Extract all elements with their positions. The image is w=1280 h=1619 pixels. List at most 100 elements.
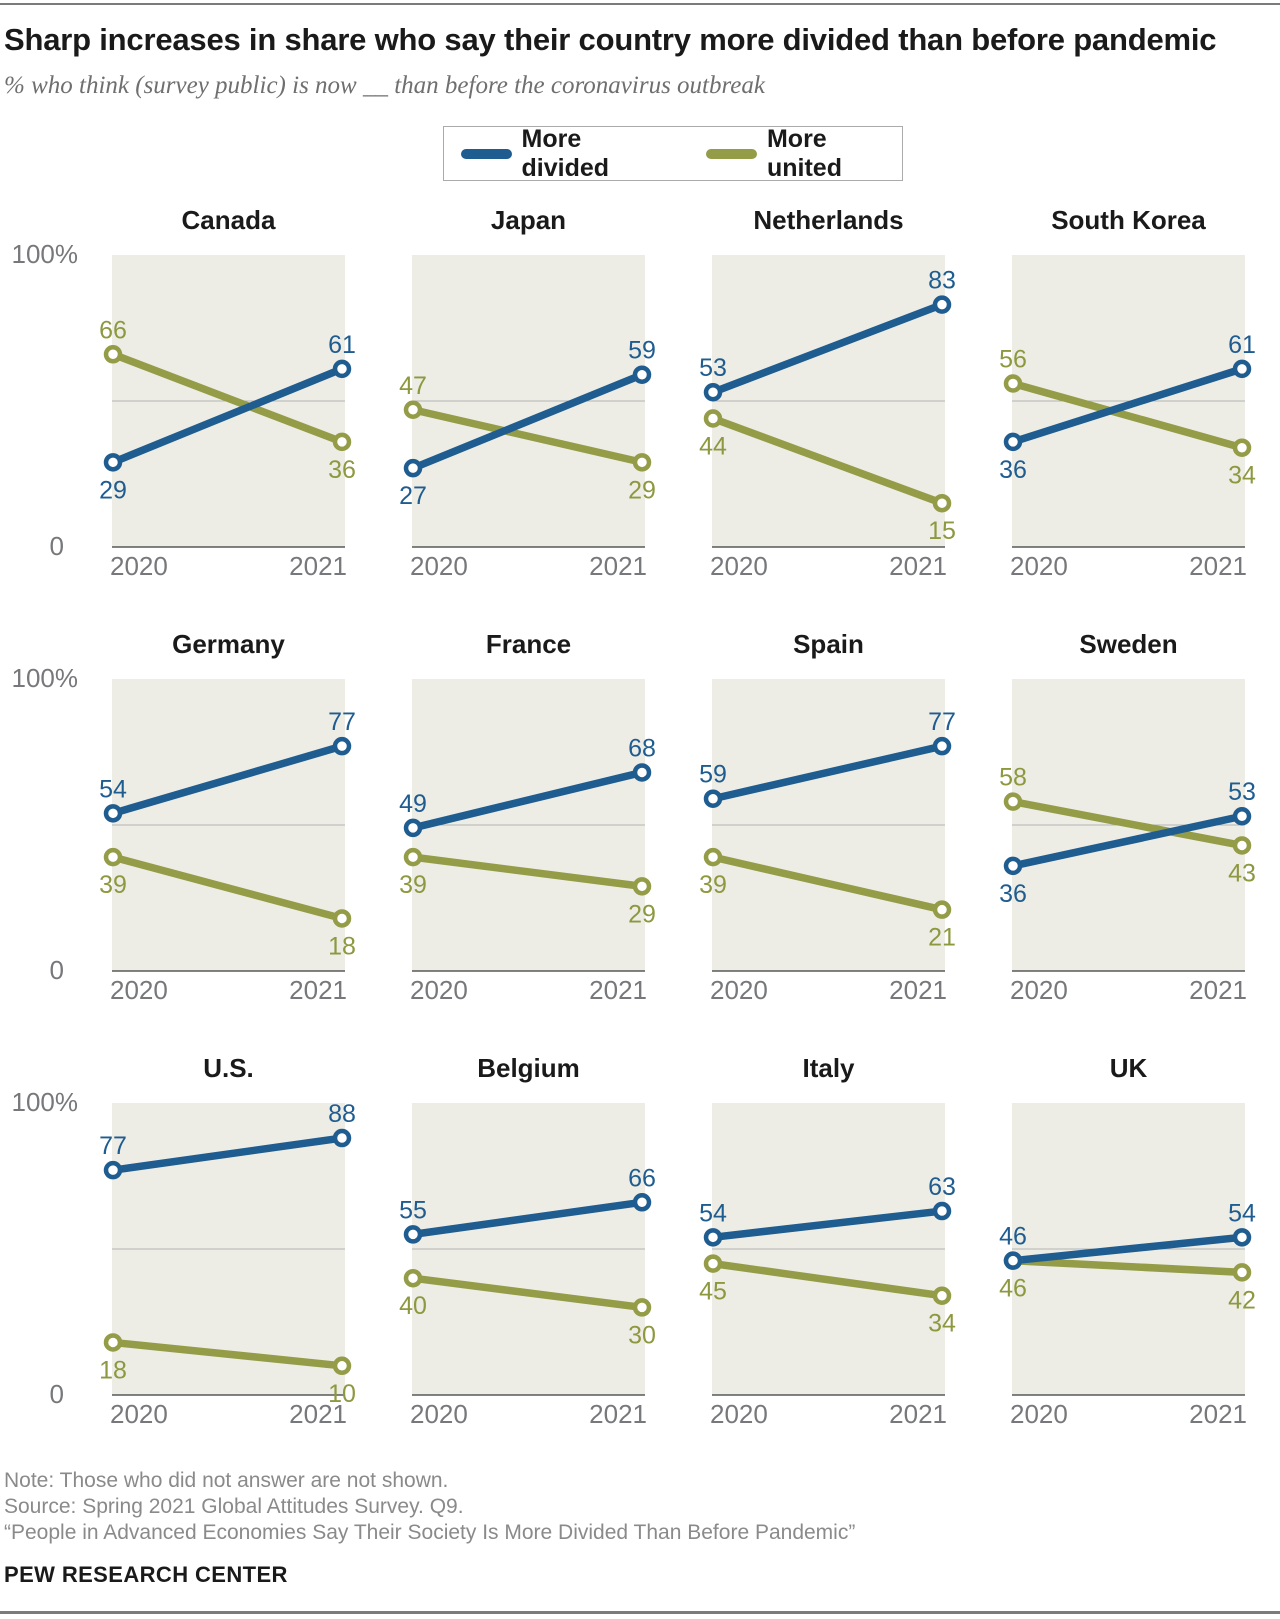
series-line-divided	[709, 300, 946, 396]
point-marker-divided-2020	[103, 804, 123, 823]
value-label-divided-2021: 53	[1228, 778, 1256, 806]
point-marker-divided-2021	[332, 359, 352, 379]
bottom-rule	[0, 1611, 1280, 1614]
series-line-divided	[1009, 1233, 1246, 1265]
point-marker-divided-2021	[332, 1128, 352, 1148]
panel-title: Italy	[802, 1053, 855, 1083]
series-line-united	[709, 1259, 946, 1300]
series-line-divided	[1009, 812, 1246, 870]
point-marker-divided-2021	[932, 1201, 952, 1221]
series-line-united	[1009, 379, 1246, 452]
x-tick-2020: 2020	[1010, 975, 1068, 1005]
value-label-united-2021: 43	[1228, 859, 1256, 887]
point-marker-divided-2020	[403, 1225, 423, 1244]
panel-title: Sweden	[1079, 629, 1177, 659]
country-panel-france: France 49 39 68 29 2020 2021	[345, 624, 656, 1048]
country-panel-south-korea: South Korea 36 56 61 34 2020 2021	[945, 200, 1256, 624]
value-label-united-2021: 29	[628, 900, 656, 928]
series-line-divided	[709, 742, 946, 803]
x-tick-2020: 2020	[410, 551, 468, 581]
point-marker-united-2020	[703, 1254, 723, 1273]
point-marker-united-2021	[932, 1286, 952, 1305]
point-marker-divided-2020	[1003, 432, 1023, 452]
value-label-divided-2020: 53	[699, 354, 727, 382]
x-tick-2020: 2020	[710, 975, 768, 1005]
value-label-united-2021: 42	[1228, 1286, 1256, 1314]
panel-chart-svg: Spain 59 39 77 21 2020 2021	[699, 629, 956, 1005]
point-marker-divided-2021	[632, 1193, 652, 1212]
value-label-united-2020: 66	[99, 316, 127, 344]
point-marker-united-2020	[703, 409, 723, 428]
country-panel-canada: Canada 29 66 61 36 2020 2021 100% 0	[12, 200, 356, 624]
value-label-divided-2021: 88	[328, 1100, 356, 1128]
value-label-divided-2021: 61	[1228, 331, 1256, 359]
legend-label: More divided	[521, 124, 610, 182]
footer-quote: “People in Advanced Economies Say Their …	[4, 1521, 856, 1544]
panel-title: France	[486, 629, 571, 659]
legend-swatch-icon	[461, 148, 512, 159]
x-tick-2021: 2021	[589, 551, 647, 581]
value-label-divided-2021: 77	[928, 708, 956, 736]
value-label-divided-2020: 49	[399, 790, 427, 818]
point-marker-united-2020	[703, 847, 723, 867]
x-tick-2020: 2020	[110, 975, 168, 1005]
point-marker-united-2020	[1003, 792, 1023, 811]
point-marker-united-2020	[103, 1333, 123, 1352]
point-marker-united-2021	[1232, 1263, 1252, 1282]
panel-chart-svg: Belgium 55 40 66 30 2020 2021	[399, 1053, 656, 1429]
point-marker-united-2020	[103, 345, 123, 364]
point-marker-divided-2021	[1232, 1228, 1252, 1247]
point-marker-divided-2021	[932, 295, 952, 314]
legend-item-more-united: More united	[706, 125, 902, 183]
value-label-divided-2021: 66	[628, 1164, 656, 1192]
series-line-divided	[709, 1207, 946, 1242]
series-line-divided	[109, 742, 346, 818]
x-tick-2020: 2020	[710, 1399, 768, 1429]
value-label-united-2020: 39	[99, 871, 127, 899]
value-label-united-2021: 15	[928, 517, 956, 545]
point-marker-united-2020	[1003, 374, 1023, 393]
country-panel-netherlands: Netherlands 53 44 83 15 2020 2021	[645, 200, 956, 624]
y-label-0: 0	[50, 531, 64, 561]
panel-title: Spain	[793, 629, 864, 659]
x-tick-2021: 2021	[1189, 975, 1247, 1005]
legend-swatch-icon	[706, 148, 757, 159]
value-label-divided-2020: 54	[99, 775, 127, 803]
x-tick-2021: 2021	[1189, 551, 1247, 581]
x-tick-2020: 2020	[110, 1399, 168, 1429]
value-label-united-2021: 10	[328, 1380, 356, 1408]
series-line-divided	[1009, 365, 1246, 446]
value-label-divided-2021: 63	[928, 1173, 956, 1201]
value-label-united-2020: 45	[699, 1278, 727, 1306]
x-tick-2020: 2020	[110, 551, 168, 581]
value-label-divided-2021: 68	[628, 734, 656, 762]
point-marker-united-2020	[403, 847, 423, 867]
point-marker-divided-2020	[1003, 856, 1023, 876]
top-rule	[0, 3, 1280, 5]
y-label-100: 100%	[12, 663, 79, 693]
x-tick-2021: 2021	[589, 1399, 647, 1429]
x-tick-2021: 2021	[889, 551, 947, 581]
series-line-united	[109, 1338, 346, 1370]
point-marker-united-2020	[103, 847, 123, 867]
series-line-united	[409, 853, 646, 891]
point-marker-divided-2020	[403, 458, 423, 478]
series-line-united	[709, 414, 946, 507]
x-tick-2021: 2021	[889, 975, 947, 1005]
footer: Note: Those who did not answer are not s…	[4, 1468, 855, 1588]
x-tick-2021: 2021	[289, 975, 347, 1005]
value-label-united-2020: 44	[699, 433, 727, 461]
value-label-divided-2020: 27	[399, 482, 427, 510]
y-label-100: 100%	[12, 1087, 79, 1117]
footer-source: Source: Spring 2021 Global Attitudes Sur…	[4, 1495, 464, 1518]
value-label-united-2020: 56	[999, 345, 1027, 373]
panel-title: Belgium	[477, 1053, 580, 1083]
panel-title: UK	[1110, 1053, 1148, 1083]
value-label-united-2020: 18	[99, 1356, 127, 1384]
series-line-divided	[109, 1134, 346, 1174]
panel-chart-svg: South Korea 36 56 61 34 2020 2021	[999, 205, 1256, 581]
series-line-united	[109, 853, 346, 923]
point-marker-divided-2020	[703, 789, 723, 808]
value-label-united-2021: 30	[628, 1321, 656, 1349]
value-label-divided-2021: 59	[628, 337, 656, 365]
